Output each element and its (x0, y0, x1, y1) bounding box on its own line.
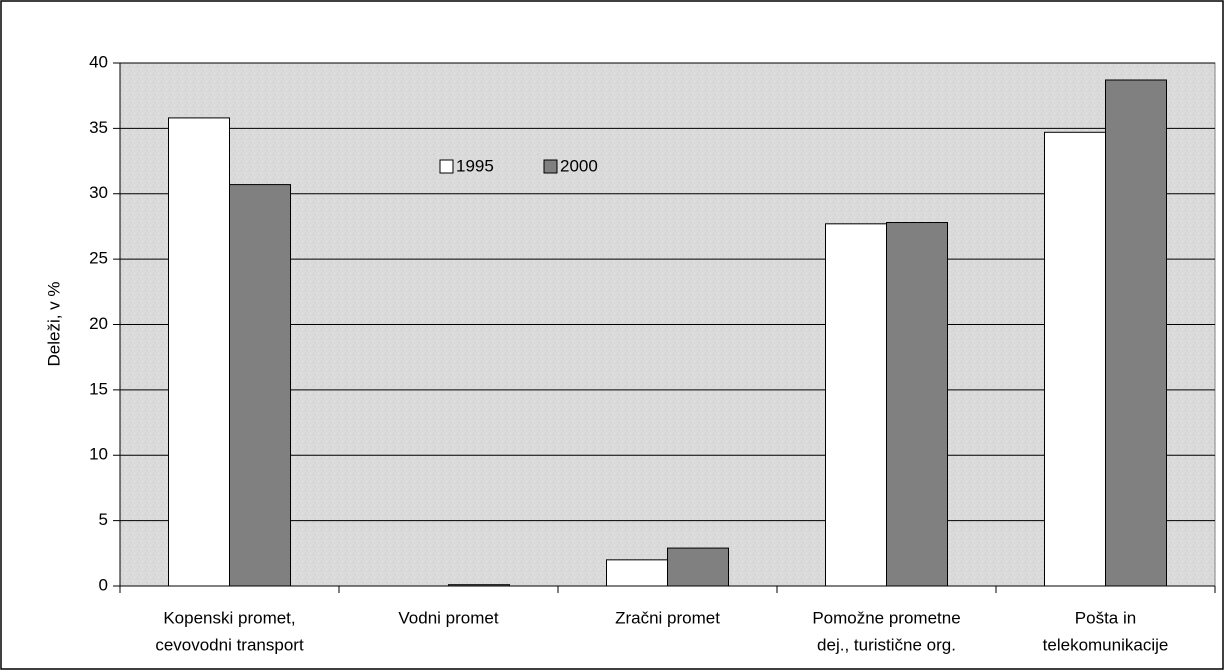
x-tick-label: Kopenski promet, (163, 608, 295, 627)
y-tick-label: 35 (89, 118, 108, 137)
y-tick-label: 40 (89, 52, 108, 71)
bar (825, 223, 887, 587)
y-tick-label: 5 (99, 510, 108, 529)
x-tick-label: Zračni promet (615, 608, 720, 627)
bar (1105, 79, 1167, 587)
bar (606, 559, 668, 587)
y-tick-label: 0 (99, 575, 108, 594)
bar (448, 584, 510, 587)
y-axis-label: Deleži, v % (44, 281, 63, 366)
x-tick-label: telekomunikacije (1043, 635, 1169, 654)
x-tick-label: cevovodni transport (155, 635, 304, 654)
y-tick-label: 15 (89, 379, 108, 398)
x-tick-label: Pomožne prometne (812, 608, 960, 627)
bar (886, 222, 948, 587)
legend-swatch (439, 159, 454, 174)
x-tick-label: dej., turistične org. (817, 635, 956, 654)
legend-swatch (543, 159, 558, 174)
bar (168, 117, 230, 587)
y-tick-label: 20 (89, 314, 108, 333)
bar (1044, 131, 1106, 587)
legend-label: 2000 (560, 156, 598, 175)
x-tick-label: Pošta in (1075, 608, 1136, 627)
bar (667, 547, 729, 587)
y-tick-label: 25 (89, 249, 108, 268)
bar (229, 184, 291, 587)
y-tick-label: 10 (89, 445, 108, 464)
legend-label: 1995 (456, 156, 494, 175)
x-tick-label: Vodni promet (398, 608, 498, 627)
y-tick-label: 30 (89, 183, 108, 202)
